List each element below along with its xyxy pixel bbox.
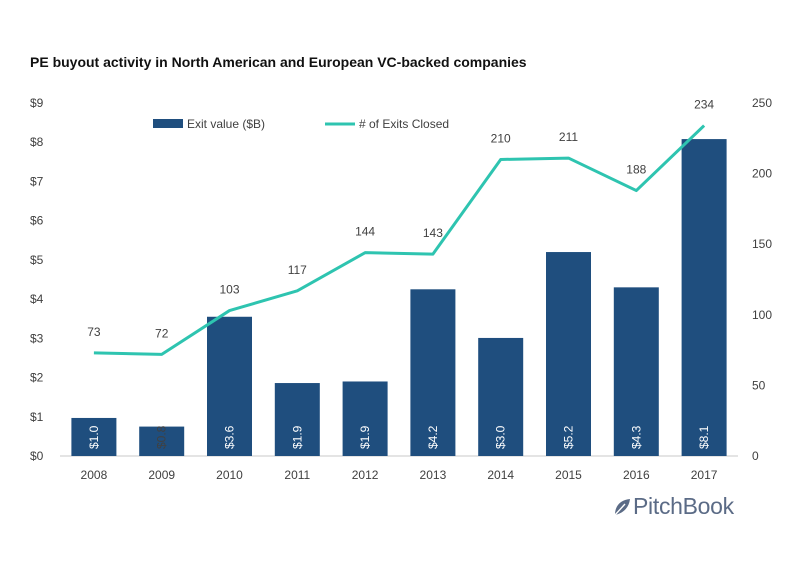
bar-value-label: $8.1 [697, 425, 711, 449]
bar-value-label: $0.8 [155, 425, 169, 449]
bar [681, 139, 727, 456]
x-tick-label: 2015 [555, 468, 582, 482]
x-tick-label: 2014 [487, 468, 514, 482]
legend-line-label: # of Exits Closed [359, 117, 449, 131]
y-left-tick-label: $0 [30, 449, 44, 463]
chart-title: PE buyout activity in North American and… [30, 54, 527, 70]
bar [71, 417, 117, 456]
y-right-tick-label: 250 [752, 96, 772, 110]
bar-value-label: $4.3 [629, 425, 643, 449]
bar-value-label: $4.2 [426, 425, 440, 449]
x-tick-label: 2013 [420, 468, 447, 482]
bar-value-label: $1.9 [358, 425, 372, 449]
line-value-label: 210 [491, 131, 511, 145]
line-value-label: 143 [423, 226, 443, 240]
y-right-tick-label: 150 [752, 237, 772, 251]
y-right-tick-label: 50 [752, 378, 766, 392]
brand-name: PitchBook [633, 493, 734, 519]
line-value-label: 234 [694, 98, 714, 112]
pitchbook-leaf-icon [614, 499, 630, 516]
label-layer: $1.0 $0.8 $3.6 $1.9 $1.9 $4.2 $3.0 $5.2 $4.3 $8.1… [87, 98, 715, 449]
y-left-tick-label: $8 [30, 135, 44, 149]
legend: Exit value ($B) # of Exits Closed [153, 117, 449, 131]
bar [207, 316, 252, 456]
y-right-tick-label: 100 [752, 308, 772, 322]
line-value-label: 72 [155, 326, 169, 340]
line-value-label: 188 [626, 163, 646, 177]
line-value-label: 73 [87, 325, 101, 339]
x-tick-label: 2009 [148, 468, 175, 482]
axis-layer: $0 $1 $2 $3 $4 $5 $6 $7 $8 $9 0 50 100 150 200 250 2008 2… [30, 96, 772, 482]
bar [546, 252, 591, 456]
bar [139, 426, 185, 456]
bar-value-label: $3.6 [223, 425, 237, 449]
pitchbook-logo: PitchBook [612, 493, 734, 520]
y-right-tick-label: 0 [752, 449, 759, 463]
bar-value-label: $1.0 [87, 425, 101, 449]
bar [478, 337, 524, 456]
line-series [93, 124, 706, 356]
y-left-tick-label: $4 [30, 292, 44, 306]
y-left-tick-label: $9 [30, 96, 44, 110]
line-value-label: 117 [288, 263, 307, 277]
bar [410, 289, 456, 456]
bar-value-label: $3.0 [494, 425, 508, 449]
x-tick-label: 2011 [284, 468, 310, 482]
bar [613, 287, 659, 456]
bar-value-label: $5.2 [562, 425, 576, 449]
bar [274, 383, 320, 456]
x-tick-label: 2017 [691, 468, 718, 482]
y-left-tick-label: $5 [30, 253, 44, 267]
line-value-label: 144 [355, 225, 375, 239]
y-left-tick-label: $2 [30, 371, 44, 385]
bar-layer [71, 139, 727, 456]
bar-value-label: $1.9 [290, 425, 304, 449]
bar [342, 381, 388, 456]
y-right-tick-label: 200 [752, 167, 772, 181]
line-value-label: 211 [559, 130, 578, 144]
y-left-tick-label: $6 [30, 214, 44, 228]
x-tick-label: 2012 [352, 468, 379, 482]
line-layer [93, 124, 706, 356]
y-left-tick-label: $3 [30, 331, 44, 345]
x-tick-label: 2016 [623, 468, 650, 482]
x-tick-label: 2010 [216, 468, 243, 482]
x-tick-label: 2008 [81, 468, 108, 482]
y-left-tick-label: $7 [30, 174, 44, 188]
legend-bar-swatch [153, 119, 183, 128]
line-value-label: 103 [219, 283, 239, 297]
y-left-tick-label: $1 [30, 410, 44, 424]
legend-bar-label: Exit value ($B) [187, 117, 265, 131]
